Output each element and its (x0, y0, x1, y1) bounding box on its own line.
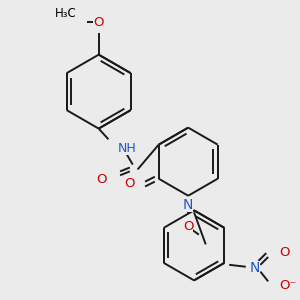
Text: H₃C: H₃C (55, 7, 76, 20)
Text: O⁻: O⁻ (279, 279, 296, 292)
Text: NH: NH (118, 142, 137, 154)
Text: O: O (279, 246, 290, 259)
Text: O: O (96, 173, 106, 186)
Text: N: N (249, 261, 260, 275)
Text: O: O (124, 177, 134, 190)
Text: N: N (183, 198, 194, 212)
Text: O: O (183, 220, 194, 233)
Text: O: O (93, 16, 104, 29)
